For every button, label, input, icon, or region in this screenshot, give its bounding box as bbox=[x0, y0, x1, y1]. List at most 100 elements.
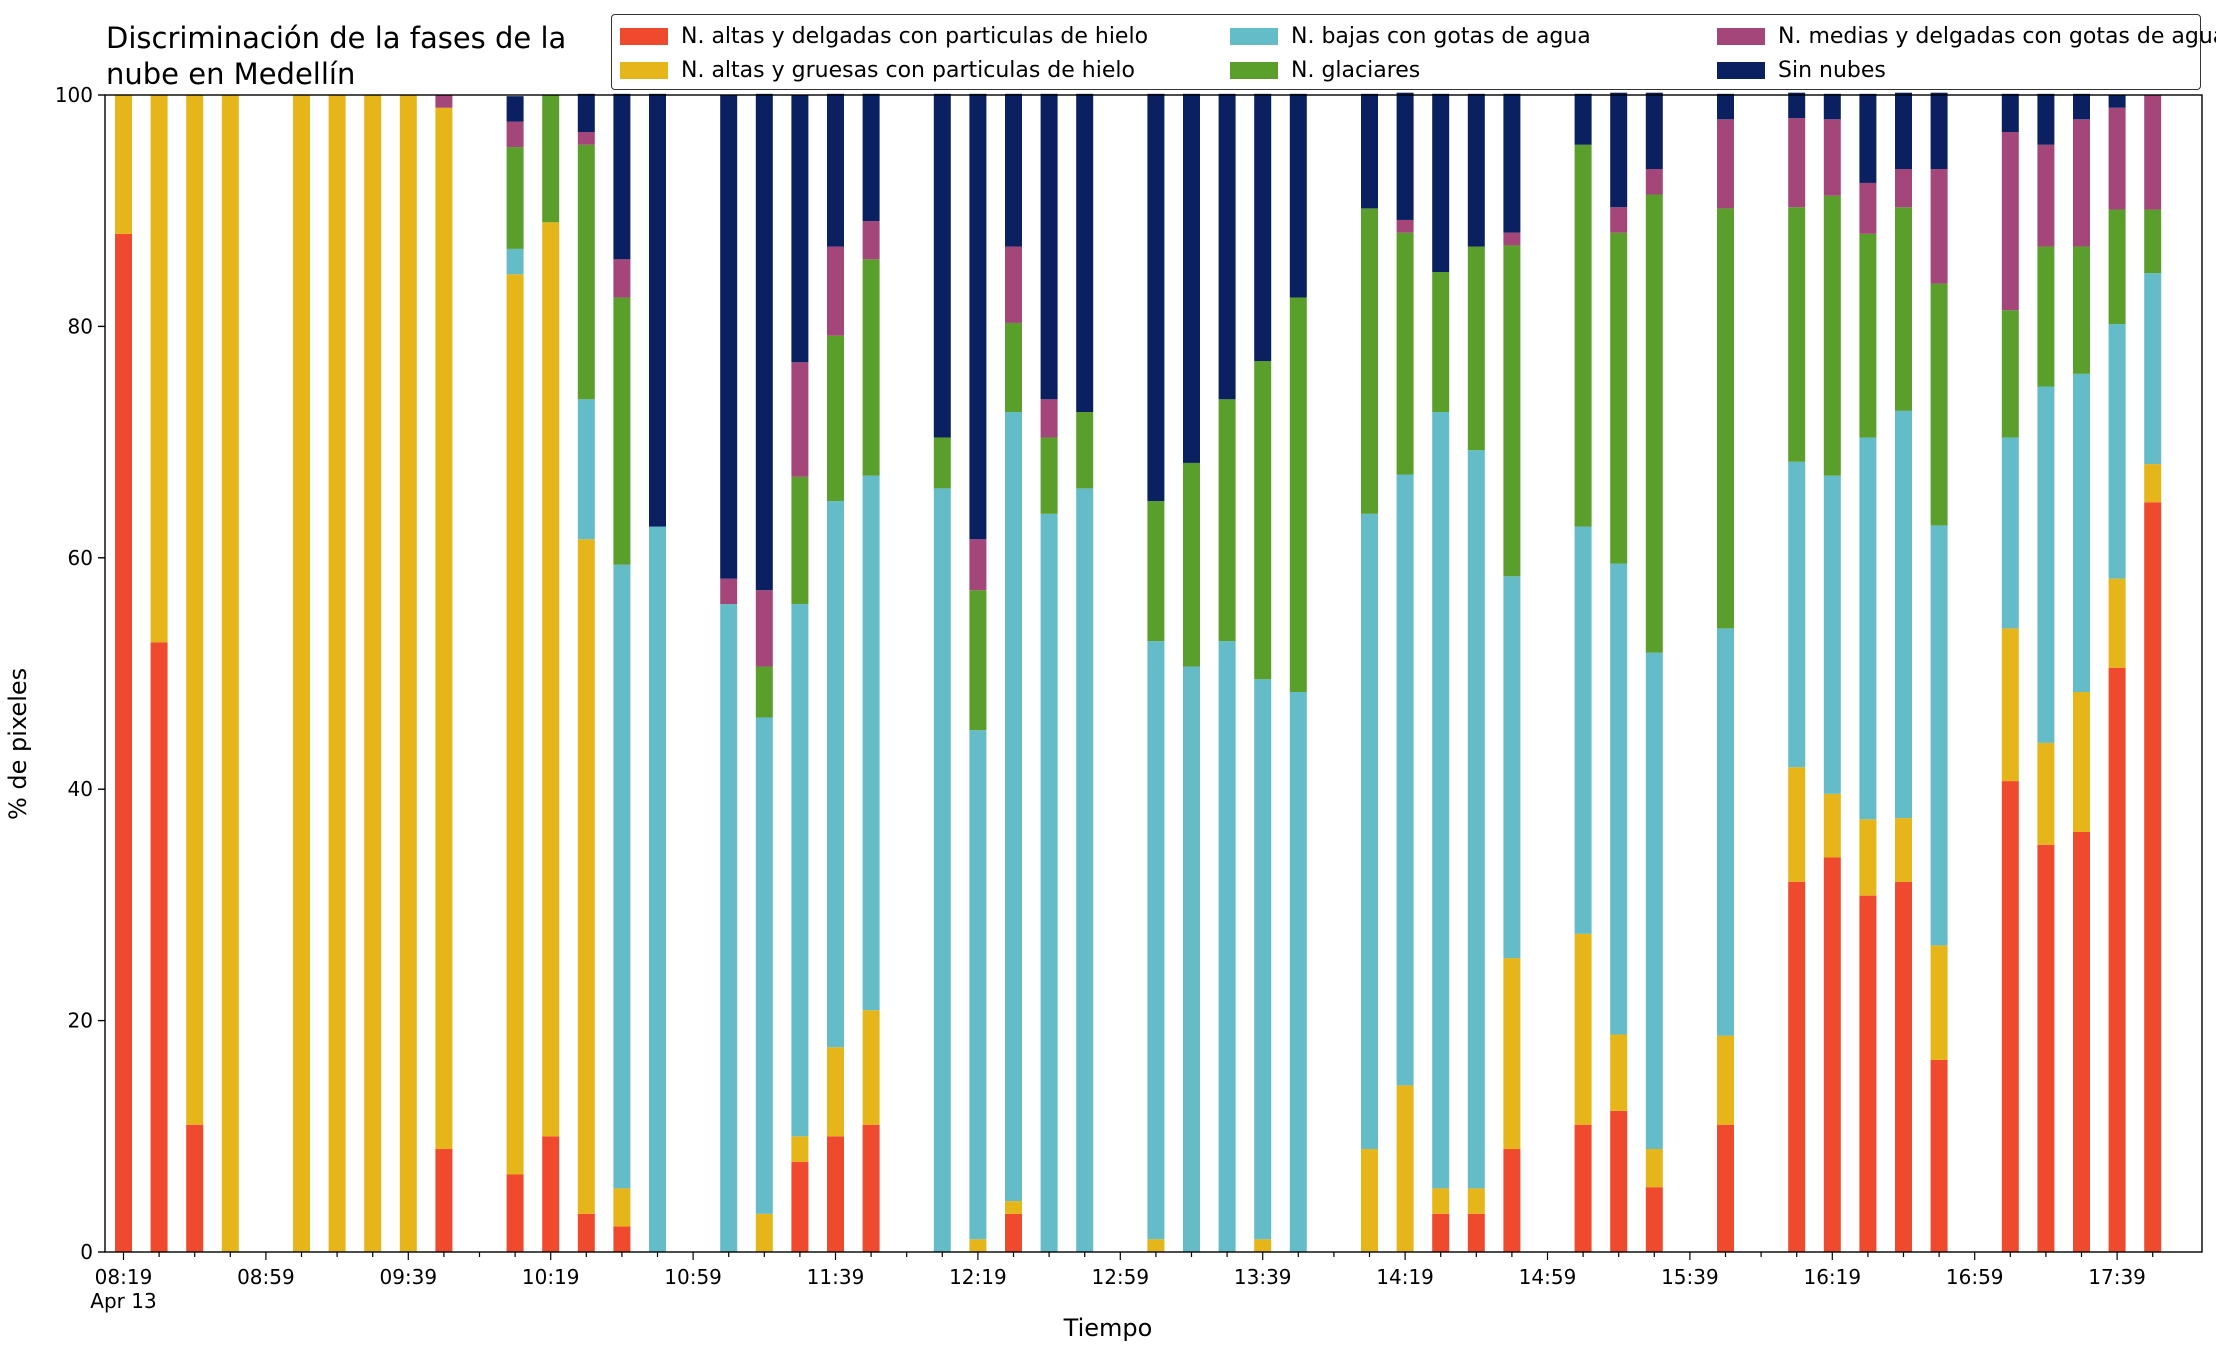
bar-segment-2-19 bbox=[791, 604, 809, 1137]
bar-segment-1-13 bbox=[577, 539, 595, 1214]
bar-segment-1-35 bbox=[1361, 1149, 1378, 1252]
bar-segment-2-33 bbox=[1289, 692, 1307, 1252]
bar-segment-0-0 bbox=[115, 233, 132, 1253]
bar-segment-0-14 bbox=[613, 1226, 631, 1252]
bar-segment-1-38 bbox=[1467, 1188, 1485, 1214]
bar-segment-5-51 bbox=[1930, 92, 1948, 170]
bar-segment-5-45 bbox=[1717, 93, 1734, 120]
bar-segment-5-17 bbox=[720, 95, 738, 579]
bar-segment-0-20 bbox=[827, 1136, 844, 1252]
legend-item: N. bajas con gotas de agua bbox=[1230, 19, 1717, 53]
bar-segment-5-42 bbox=[1610, 92, 1628, 208]
bar-segment-1-32 bbox=[1254, 1239, 1272, 1252]
bar-segment-4-19 bbox=[791, 362, 809, 477]
bar-segment-3-29 bbox=[1147, 501, 1165, 642]
bar-segment-3-20 bbox=[827, 335, 844, 502]
axes-frame bbox=[104, 94, 2203, 1253]
bar-segment-3-21 bbox=[862, 259, 880, 476]
legend-label: N. altas y gruesas con particulas de hie… bbox=[681, 57, 1135, 83]
bar-segment-4-14 bbox=[613, 259, 631, 298]
bar-segment-4-54 bbox=[2037, 144, 2055, 247]
bar-segment-5-53 bbox=[2001, 93, 2019, 133]
bar-segment-2-37 bbox=[1432, 412, 1450, 1189]
bar-segment-1-37 bbox=[1432, 1188, 1450, 1214]
bar-segment-5-39 bbox=[1503, 93, 1521, 233]
bar-segment-2-21 bbox=[862, 475, 880, 1011]
bar-segment-3-51 bbox=[1930, 283, 1948, 526]
bar-segment-1-14 bbox=[613, 1188, 631, 1227]
bar-segment-5-30 bbox=[1183, 93, 1200, 463]
bar-segment-3-19 bbox=[791, 476, 809, 605]
bar-segment-2-51 bbox=[1930, 525, 1948, 946]
y-axis-label: % de pixeles bbox=[4, 667, 32, 820]
bar-segment-0-13 bbox=[577, 1213, 595, 1252]
bar-segment-1-39 bbox=[1503, 958, 1521, 1150]
x-tick-label: 14:19 bbox=[1376, 1265, 1434, 1289]
bar-segment-5-32 bbox=[1254, 93, 1272, 362]
bar-segment-2-14 bbox=[613, 564, 631, 1189]
x-tick-label: 10:19 bbox=[522, 1265, 580, 1289]
bar-segment-1-12 bbox=[542, 222, 560, 1137]
bar-segment-1-18 bbox=[755, 1213, 773, 1252]
bar-segment-1-24 bbox=[969, 1239, 987, 1252]
bar-segment-5-29 bbox=[1147, 93, 1165, 502]
bar-segment-1-56 bbox=[2108, 578, 2126, 668]
bar-segment-3-27 bbox=[1076, 412, 1094, 489]
bar-segment-1-11 bbox=[506, 274, 524, 1175]
bar-segment-2-42 bbox=[1610, 563, 1628, 1035]
bar-segment-5-11 bbox=[506, 96, 524, 122]
bar-segment-0-21 bbox=[862, 1124, 880, 1252]
bar-segment-2-50 bbox=[1895, 410, 1912, 819]
bar-segment-1-49 bbox=[1859, 819, 1877, 896]
bar-segment-1-8 bbox=[399, 95, 417, 1252]
bar-segment-0-50 bbox=[1895, 881, 1912, 1252]
bar-segment-2-32 bbox=[1254, 679, 1272, 1240]
bar-segment-5-23 bbox=[933, 93, 951, 438]
bar-segment-4-45 bbox=[1717, 119, 1734, 209]
bar-segment-2-17 bbox=[720, 604, 738, 1252]
bar-segment-1-53 bbox=[2001, 628, 2019, 782]
bar-segment-2-31 bbox=[1218, 641, 1236, 1252]
bar-segment-5-55 bbox=[2073, 93, 2090, 120]
bar-segment-2-13 bbox=[577, 399, 595, 540]
bar-segment-5-26 bbox=[1040, 93, 1058, 400]
bar-segment-0-2 bbox=[186, 1124, 204, 1252]
bar-segment-4-36 bbox=[1396, 219, 1414, 233]
legend-label: N. medias y delgadas con gotas de agua bbox=[1778, 23, 2216, 49]
bar-segment-5-15 bbox=[649, 93, 666, 527]
bar-segment-0-12 bbox=[542, 1136, 560, 1252]
legend-item: N. glaciares bbox=[1230, 53, 1717, 87]
bar-segment-5-47 bbox=[1788, 92, 1806, 119]
bar-segment-3-33 bbox=[1289, 297, 1307, 693]
x-tick-label: 14:59 bbox=[1519, 1265, 1577, 1289]
bar-segment-4-9 bbox=[435, 95, 453, 108]
bar-segment-4-57 bbox=[2144, 95, 2162, 210]
bar-segment-0-42 bbox=[1610, 1110, 1628, 1252]
bar-segment-4-13 bbox=[577, 132, 595, 145]
bar-segment-1-51 bbox=[1930, 945, 1948, 1060]
bar-segment-4-50 bbox=[1895, 169, 1912, 208]
bar-segment-1-2 bbox=[186, 95, 204, 1125]
bar-segment-5-27 bbox=[1076, 93, 1094, 413]
x-date-label: Apr 13 bbox=[90, 1289, 156, 1313]
bar-segment-1-5 bbox=[293, 95, 310, 1252]
bar-segment-0-1 bbox=[150, 642, 168, 1252]
legend: N. altas y delgadas con particulas de hi… bbox=[611, 14, 2216, 90]
bar-segment-2-39 bbox=[1503, 576, 1521, 959]
bar-segment-1-50 bbox=[1895, 818, 1912, 882]
bar-segment-3-53 bbox=[2001, 310, 2019, 438]
bar-segment-0-25 bbox=[1005, 1213, 1022, 1252]
bar-segment-4-11 bbox=[506, 121, 524, 148]
x-tick-label: 16:59 bbox=[1946, 1265, 2004, 1289]
bar-segment-3-18 bbox=[755, 666, 773, 718]
x-tick-label: 12:59 bbox=[1091, 1265, 1149, 1289]
bar-segment-1-21 bbox=[862, 1010, 880, 1125]
bar-segment-4-21 bbox=[862, 221, 880, 260]
bar-segment-4-49 bbox=[1859, 182, 1877, 234]
bar-segment-3-24 bbox=[969, 590, 987, 731]
legend-swatch bbox=[1230, 27, 1278, 45]
x-tick-label: 17:39 bbox=[2088, 1265, 2146, 1289]
bar-segment-2-11 bbox=[506, 248, 524, 275]
bar-segment-0-19 bbox=[791, 1161, 809, 1252]
